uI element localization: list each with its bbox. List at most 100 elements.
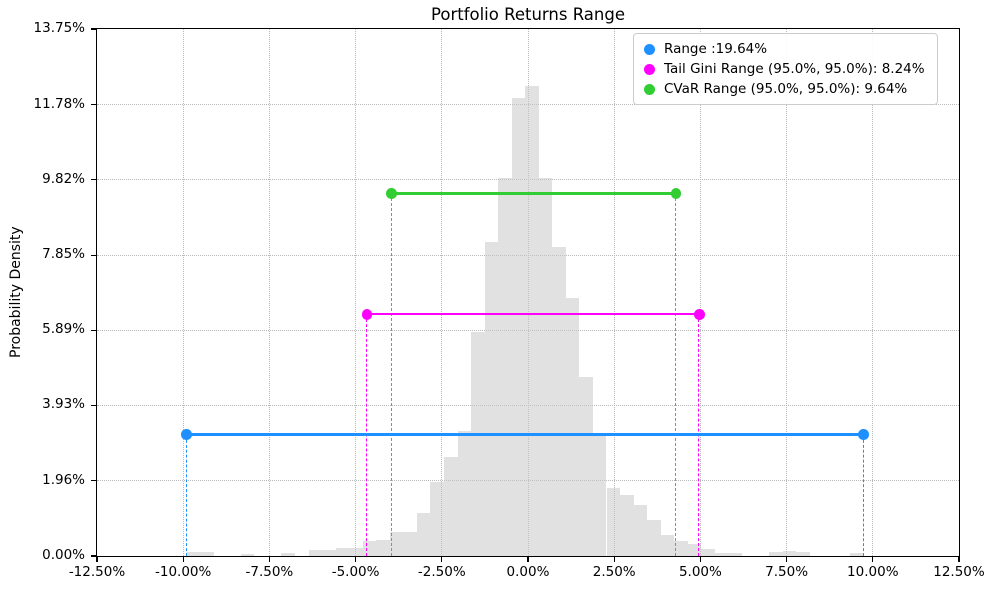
x-tick-label: 10.00%	[847, 564, 899, 580]
cvar-range-dashed-line	[675, 193, 677, 556]
histogram-bar	[376, 539, 390, 556]
histogram-bar	[430, 481, 444, 556]
cvar-marker-icon	[644, 83, 655, 95]
range-dashed-line	[862, 434, 864, 556]
x-tick-mark	[355, 557, 357, 562]
cvar-range-endpoint-dot	[670, 188, 682, 199]
gridline-vertical	[786, 29, 788, 556]
histogram-bar	[782, 551, 797, 556]
histogram-bar	[850, 552, 864, 556]
histogram-bar	[606, 487, 621, 556]
histogram-bar	[200, 552, 214, 556]
histogram-bar	[186, 552, 201, 556]
x-tick-label: 12.50%	[933, 564, 985, 580]
x-tick-label: -10.00%	[155, 564, 212, 580]
legend-item-cvar-range: CVaR Range (95.0%, 95.0%): 9.64%	[644, 81, 925, 97]
histogram-bar	[687, 543, 702, 556]
x-tick-label: -12.50%	[68, 564, 126, 580]
y-tick-label: 3.93%	[42, 396, 85, 413]
y-tick-label: 0.00%	[42, 547, 85, 563]
histogram-bar	[498, 178, 512, 556]
legend: Range :19.64% Tail Gini Range (95.0%, 95…	[633, 33, 938, 105]
gridline-vertical	[613, 29, 615, 556]
gridline-vertical	[872, 29, 874, 556]
gridline-vertical	[182, 29, 184, 556]
x-tick-mark	[96, 557, 98, 562]
x-tick-label: 0.00%	[506, 564, 550, 580]
histogram-bar	[525, 86, 539, 556]
y-tick-label: 1.96%	[42, 471, 85, 488]
legend-label-cvar: CVaR Range (95.0%, 95.0%): 9.64%	[664, 81, 908, 97]
gridline-vertical	[699, 29, 701, 556]
histogram-bar	[647, 519, 661, 556]
histogram-bar	[403, 531, 417, 556]
y-tick-mark	[91, 404, 96, 406]
x-tick-mark	[613, 557, 615, 562]
cvar-range-dashed-line	[390, 193, 392, 556]
x-tick-label: 2.50%	[592, 564, 636, 580]
histogram-bar	[308, 549, 323, 556]
cvar-range-endpoint-dot	[386, 188, 398, 199]
y-tick-mark	[91, 480, 96, 482]
y-tick-mark	[91, 254, 96, 256]
x-tick-mark	[268, 557, 270, 562]
y-tick-mark	[91, 555, 96, 557]
histogram-bar	[484, 242, 499, 556]
histogram-bar	[769, 551, 783, 556]
histogram-bar	[552, 247, 566, 556]
histogram-bar	[322, 549, 336, 556]
legend-label-tail-gini: Tail Gini Range (95.0%, 95.0%): 8.24%	[664, 61, 925, 77]
histogram-bar	[457, 431, 472, 556]
x-tick-label: 7.50%	[765, 564, 809, 580]
cvar-range-line	[391, 192, 676, 195]
histogram-bar	[538, 178, 553, 556]
x-tick-mark	[958, 557, 960, 562]
range-dashed-line	[185, 434, 187, 556]
histogram-bar	[471, 332, 485, 556]
legend-item-tail-gini-range: Tail Gini Range (95.0%, 95.0%): 8.24%	[644, 61, 925, 77]
gridline-vertical	[355, 29, 357, 556]
y-tick-mark	[91, 103, 96, 106]
histogram-bar	[714, 552, 729, 556]
x-tick-mark	[441, 557, 443, 562]
histogram-bar	[796, 551, 810, 556]
x-tick-mark	[872, 557, 874, 562]
histogram-bar	[701, 549, 715, 556]
x-tick-label: 5.00%	[678, 564, 722, 580]
gridline-vertical	[268, 29, 270, 556]
range-marker-icon	[644, 43, 655, 55]
tail-gini-range-endpoint-dot	[693, 308, 705, 320]
axes-frame	[95, 27, 960, 557]
y-tick-mark	[91, 28, 96, 30]
x-tick-label: -7.50%	[245, 564, 294, 580]
tail-gini-marker-icon	[644, 63, 655, 75]
histogram-bar	[728, 552, 742, 556]
histogram-bar	[674, 540, 688, 556]
histogram-bar	[335, 547, 350, 556]
range-endpoint-dot	[181, 429, 193, 440]
x-tick-label: -2.50%	[417, 564, 466, 580]
histogram-bar	[389, 531, 404, 556]
y-tick-mark	[91, 179, 96, 181]
x-tick-mark	[527, 557, 529, 562]
tail-gini-range-line	[366, 313, 700, 316]
histogram-bar	[660, 534, 675, 556]
tail-gini-range-endpoint-dot	[361, 308, 373, 320]
range-line	[186, 433, 864, 436]
histogram-bar	[633, 504, 648, 556]
histogram-bar	[592, 432, 607, 556]
histogram-bar	[579, 377, 593, 556]
histogram-bar	[511, 98, 526, 556]
x-tick-mark	[786, 557, 788, 562]
histogram-bar	[443, 457, 458, 556]
x-tick-label: -5.00%	[331, 564, 380, 580]
x-tick-mark	[182, 557, 184, 562]
y-tick-label: 7.85%	[42, 246, 85, 263]
chart-title: Portfolio Returns Range	[430, 5, 625, 24]
histogram-bar	[240, 554, 255, 556]
histogram-bar	[281, 552, 295, 556]
histogram-bar	[620, 494, 634, 556]
histogram-bar	[416, 513, 431, 556]
y-tick-label: 13.75%	[33, 20, 85, 36]
